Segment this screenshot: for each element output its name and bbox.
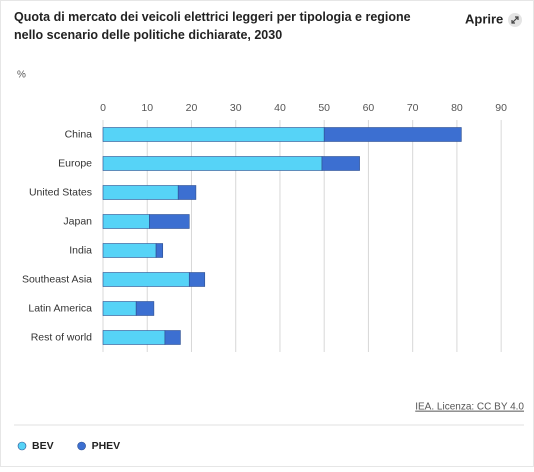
chart-title: Quota di mercato dei veicoli elettrici l… xyxy=(14,10,411,42)
open-icon-arrow[interactable] xyxy=(511,16,519,24)
axis-unit: % xyxy=(17,70,26,81)
bar-segment xyxy=(102,127,325,142)
y-tick-label: Southeast Asia xyxy=(22,273,92,285)
open-button-label[interactable]: Aprire xyxy=(465,11,503,26)
legend-swatch xyxy=(17,441,27,451)
title-box: Quota di mercato dei veicoli elettrici l… xyxy=(14,10,411,42)
legend-label: BEV xyxy=(32,440,54,452)
source-link[interactable]: IEA. Licenza: CC BY 4.0 xyxy=(415,402,524,413)
x-tick-label: 0 xyxy=(100,102,106,114)
y-tick-label: United States xyxy=(29,186,92,198)
bar-segment xyxy=(102,272,190,287)
bar-segment xyxy=(102,185,179,200)
bar-segment xyxy=(177,185,197,200)
x-tick-label: 20 xyxy=(186,102,198,114)
y-tick-label: India xyxy=(69,244,92,256)
y-tick-label: Europe xyxy=(58,157,92,169)
bar-segment xyxy=(102,330,166,345)
x-tick-label: 80 xyxy=(451,102,463,114)
bar-segment xyxy=(149,214,190,229)
y-tick-label: Japan xyxy=(63,215,92,227)
bar-segment xyxy=(188,272,206,287)
bar-segment xyxy=(321,156,360,171)
bar-segment xyxy=(323,127,462,142)
legend-label: PHEV xyxy=(92,440,121,452)
bar-segment xyxy=(155,243,164,258)
legend-swatch xyxy=(77,441,86,451)
x-tick-label: 30 xyxy=(230,102,242,114)
bar-segment xyxy=(102,301,137,316)
bar-segment xyxy=(102,243,157,258)
x-tick-label: 50 xyxy=(318,102,330,114)
y-tick-label: China xyxy=(65,128,93,140)
x-tick-label: 60 xyxy=(363,102,375,114)
y-tick-label: Rest of world xyxy=(31,331,92,343)
open-button[interactable]: Aprire xyxy=(465,11,522,27)
x-tick-label: 40 xyxy=(274,102,286,114)
x-tick-label: 90 xyxy=(495,102,507,114)
bar-segment xyxy=(102,214,150,229)
bar-segment xyxy=(164,330,181,345)
bar-segment xyxy=(135,301,155,316)
x-tick-label: 10 xyxy=(141,102,153,114)
bar-segment xyxy=(102,156,323,171)
y-tick-label: Latin America xyxy=(28,302,92,314)
x-tick-label: 70 xyxy=(407,102,419,114)
